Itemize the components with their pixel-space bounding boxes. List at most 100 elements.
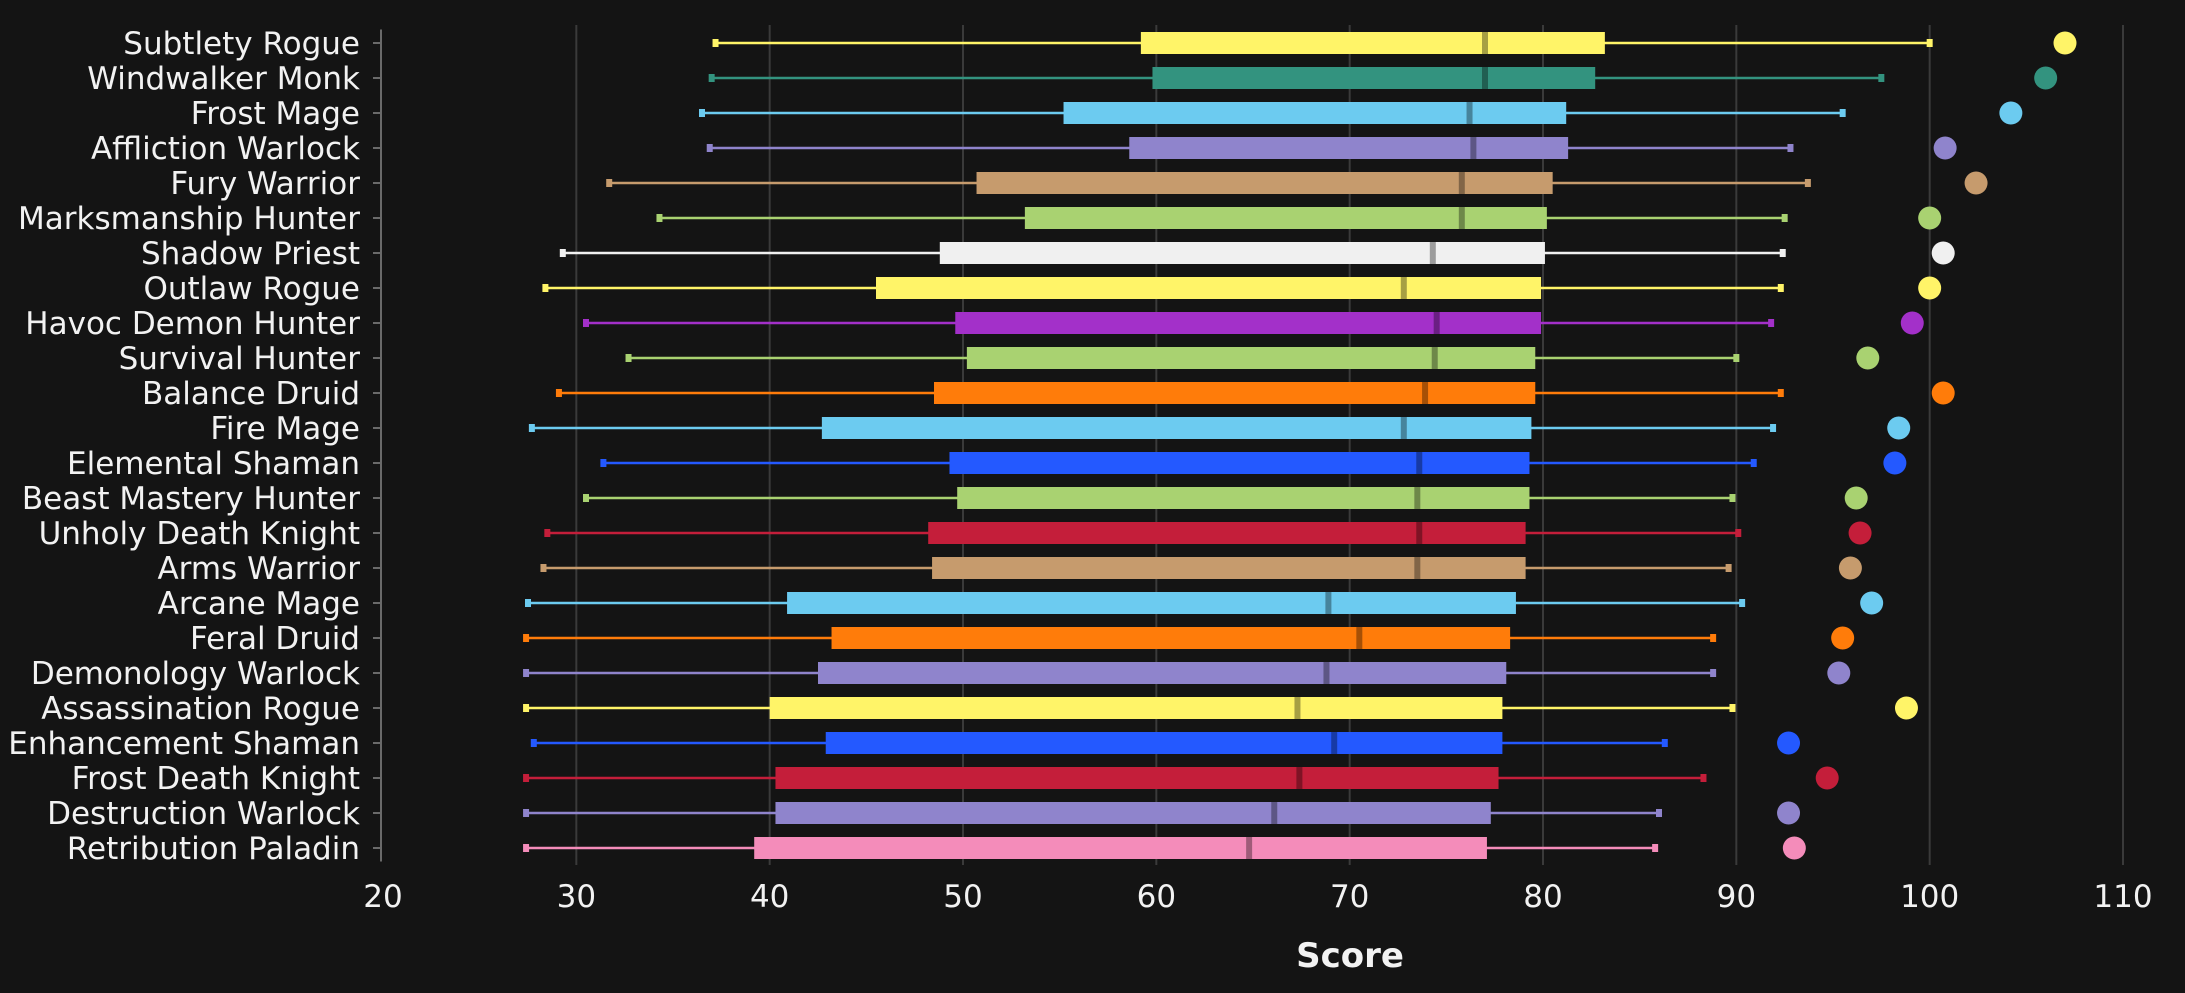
box-group <box>525 591 1884 615</box>
top-score-dot <box>1931 241 1955 265</box>
median-marker <box>1482 32 1488 54</box>
category-label: Affliction Warlock <box>91 131 360 167</box>
iqr-box <box>957 487 1530 509</box>
median-marker <box>1414 557 1421 579</box>
grid-lines <box>575 25 2124 865</box>
x-tick-label: 60 <box>1137 879 1176 915</box>
top-score-dot <box>1918 206 1942 230</box>
box-group <box>583 486 1868 510</box>
top-score-dot <box>1815 766 1839 790</box>
x-tick-label: 70 <box>1330 879 1369 915</box>
category-label: Unholy Death Knight <box>39 516 360 552</box>
box-group <box>656 206 1942 230</box>
whisker-max-cap <box>1781 214 1788 222</box>
whisker-min-cap <box>523 809 530 817</box>
whisker-min-cap <box>606 179 613 187</box>
whisker-max-cap <box>1735 529 1742 537</box>
iqr-box <box>934 382 1536 404</box>
whisker-min-cap <box>523 704 530 712</box>
box-group <box>606 171 1988 195</box>
box-group <box>523 626 1855 650</box>
whisker-min-cap <box>656 214 663 222</box>
whisker-min-cap <box>712 39 719 47</box>
category-label: Windwalker Monk <box>87 61 360 97</box>
median-marker <box>1400 277 1407 299</box>
whisker-max-cap <box>1770 424 1777 432</box>
whisker-max-cap <box>1729 494 1736 502</box>
top-score-dot <box>2034 66 2058 90</box>
top-score-dot <box>1777 731 1801 755</box>
box-group <box>523 801 1801 825</box>
top-score-dot <box>1831 626 1855 650</box>
category-label: Balance Druid <box>142 376 360 412</box>
median-marker <box>1429 242 1436 264</box>
whisker-min-cap <box>523 669 530 677</box>
top-score-dot <box>1894 696 1918 720</box>
top-score-dot <box>1918 276 1942 300</box>
whisker-max-cap <box>1804 179 1811 187</box>
whisker-min-cap <box>523 844 530 852</box>
top-score-dot <box>1844 486 1868 510</box>
category-label: Assassination Rogue <box>41 691 360 727</box>
whisker-max-cap <box>1729 704 1736 712</box>
top-score-dot <box>1964 171 1988 195</box>
whisker-min-cap <box>525 599 531 607</box>
whisker-min-cap <box>542 284 549 292</box>
top-score-dot <box>1856 346 1880 370</box>
median-marker <box>1331 732 1338 754</box>
top-score-dot <box>1900 311 1924 335</box>
whisker-min-cap <box>706 144 713 152</box>
category-label: Shadow Priest <box>141 236 360 272</box>
whisker-min-cap <box>523 774 530 782</box>
whisker-min-cap <box>559 249 566 257</box>
whisker-max-cap <box>1725 564 1732 572</box>
iqr-box <box>949 452 1530 474</box>
top-score-dot <box>1860 591 1884 615</box>
whisker-min-cap <box>625 354 632 362</box>
category-label: Fury Warrior <box>170 166 360 202</box>
category-label: Subtlety Rogue <box>123 26 360 62</box>
box-group <box>544 521 1872 545</box>
iqr-box <box>825 732 1503 754</box>
whisker-min-cap <box>530 739 537 747</box>
box-group <box>528 416 1911 440</box>
iqr-box <box>1140 32 1605 54</box>
iqr-box <box>769 697 1503 719</box>
box-group <box>540 556 1862 580</box>
category-label: Arms Warrior <box>157 551 360 587</box>
iqr-box <box>831 627 1511 649</box>
category-label: Elemental Shaman <box>67 446 360 482</box>
median-marker <box>1296 767 1303 789</box>
iqr-box <box>932 557 1526 579</box>
iqr-box <box>821 417 1532 439</box>
median-marker <box>1458 172 1465 194</box>
x-tick-label: 30 <box>557 879 596 915</box>
y-axis <box>373 29 382 862</box>
whisker-max-cap <box>1839 109 1846 117</box>
category-label: Feral Druid <box>190 621 360 657</box>
whisker-min-cap <box>583 319 589 327</box>
iqr-box <box>818 662 1507 684</box>
x-tick-label: 40 <box>750 879 789 915</box>
median-marker <box>1482 67 1488 89</box>
whisker-max-cap <box>1777 284 1784 292</box>
category-label: Frost Death Knight <box>72 761 360 797</box>
category-label: Survival Hunter <box>119 341 361 377</box>
iqr-box <box>787 592 1516 614</box>
category-label: Enhancement Shaman <box>8 726 360 762</box>
category-label: Demonology Warlock <box>31 656 360 692</box>
whisker-max-cap <box>1710 669 1717 677</box>
category-label: Arcane Mage <box>158 586 360 622</box>
median-marker <box>1271 802 1278 824</box>
iqr-box <box>939 242 1545 264</box>
box-plots <box>523 31 2077 860</box>
median-marker <box>1422 382 1429 404</box>
whisker-max-cap <box>1750 459 1757 467</box>
box-group <box>712 31 2077 55</box>
top-score-dot <box>2053 31 2077 55</box>
whisker-min-cap <box>600 459 607 467</box>
iqr-box <box>1063 102 1567 124</box>
top-score-dot <box>1999 101 2023 125</box>
whisker-min-cap <box>708 74 715 82</box>
whisker-max-cap <box>1779 249 1786 257</box>
